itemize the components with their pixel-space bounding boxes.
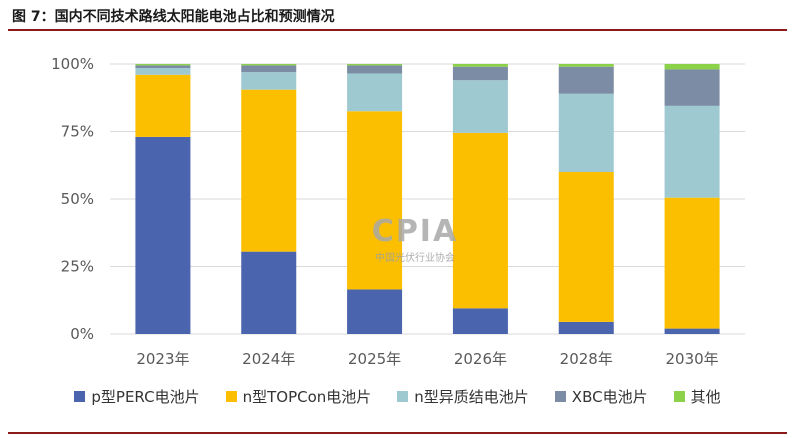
bar-segment [452, 64, 508, 67]
bar-segment [135, 68, 191, 75]
title-divider [8, 29, 787, 31]
legend-swatch [554, 391, 566, 402]
x-tick-label: 2024年 [242, 350, 295, 368]
x-tick-label: 2025年 [348, 350, 401, 368]
bar-segment [452, 132, 508, 309]
bar-segment [558, 321, 614, 334]
legend-item: XBC电池片 [554, 386, 648, 407]
legend-swatch [225, 391, 237, 402]
bar-segment [135, 65, 191, 69]
bar-segment [664, 197, 720, 329]
legend-swatch [74, 391, 86, 402]
bar-segment [664, 69, 720, 106]
x-tick-label: 2030年 [665, 350, 718, 368]
bar-segment [241, 65, 297, 73]
bar-segment [347, 73, 403, 112]
stacked-bar-chart: 0% 25% 50% 75% 100% 2023年 2024年 2025年 2026年 2028年… [51, 55, 745, 368]
legend-label: p型PERC电池片 [91, 388, 200, 406]
bar-segment [558, 172, 614, 322]
bar-segment [135, 64, 191, 66]
legend-swatch [673, 391, 685, 402]
bar-segment [664, 328, 720, 334]
bar-segment [347, 65, 403, 74]
bar-segment [452, 308, 508, 334]
chart-legend: p型PERC电池片 n型TOPCon电池片 n型异质结电池片 XBC电池片 其他 [0, 386, 795, 407]
legend-label: XBC电池片 [571, 388, 648, 406]
bar-segment [347, 289, 403, 334]
legend-item: n型TOPCon电池片 [225, 386, 372, 407]
bar-segment [558, 93, 614, 172]
legend-item: 其他 [673, 386, 721, 407]
y-tick-label: 100% [51, 55, 94, 73]
bar-segment [664, 64, 720, 70]
legend-label: n型异质结电池片 [414, 388, 529, 406]
bar-segment [241, 72, 297, 90]
y-tick-label: 0% [70, 325, 94, 343]
bar-segment [347, 64, 403, 66]
bar-segment [558, 66, 614, 94]
figure-title: 图 7：国内不同技术路线太阳能电池占比和预测情况 [12, 9, 335, 25]
bar-segment [664, 105, 720, 198]
bottom-divider [8, 432, 787, 434]
bar-segment [135, 74, 191, 137]
x-tick-label: 2023年 [136, 350, 189, 368]
y-tick-label: 50% [61, 190, 94, 208]
legend-swatch [397, 391, 409, 402]
bar-segment [241, 64, 297, 66]
legend-label: 其他 [690, 388, 721, 406]
legend-item: p型PERC电池片 [74, 386, 200, 407]
bar-segment [241, 89, 297, 252]
bar-segment [558, 64, 614, 67]
bar-segment [452, 80, 508, 133]
bar-segment [347, 111, 403, 290]
y-tick-label: 25% [61, 258, 94, 276]
y-tick-label: 75% [61, 123, 94, 141]
bar-segment [241, 251, 297, 334]
bar-segment [135, 136, 191, 334]
x-tick-label: 2026年 [454, 350, 507, 368]
bar-segment [452, 66, 508, 81]
legend-item: n型异质结电池片 [397, 386, 529, 407]
x-tick-label: 2028年 [560, 350, 613, 368]
legend-label: n型TOPCon电池片 [242, 388, 372, 406]
